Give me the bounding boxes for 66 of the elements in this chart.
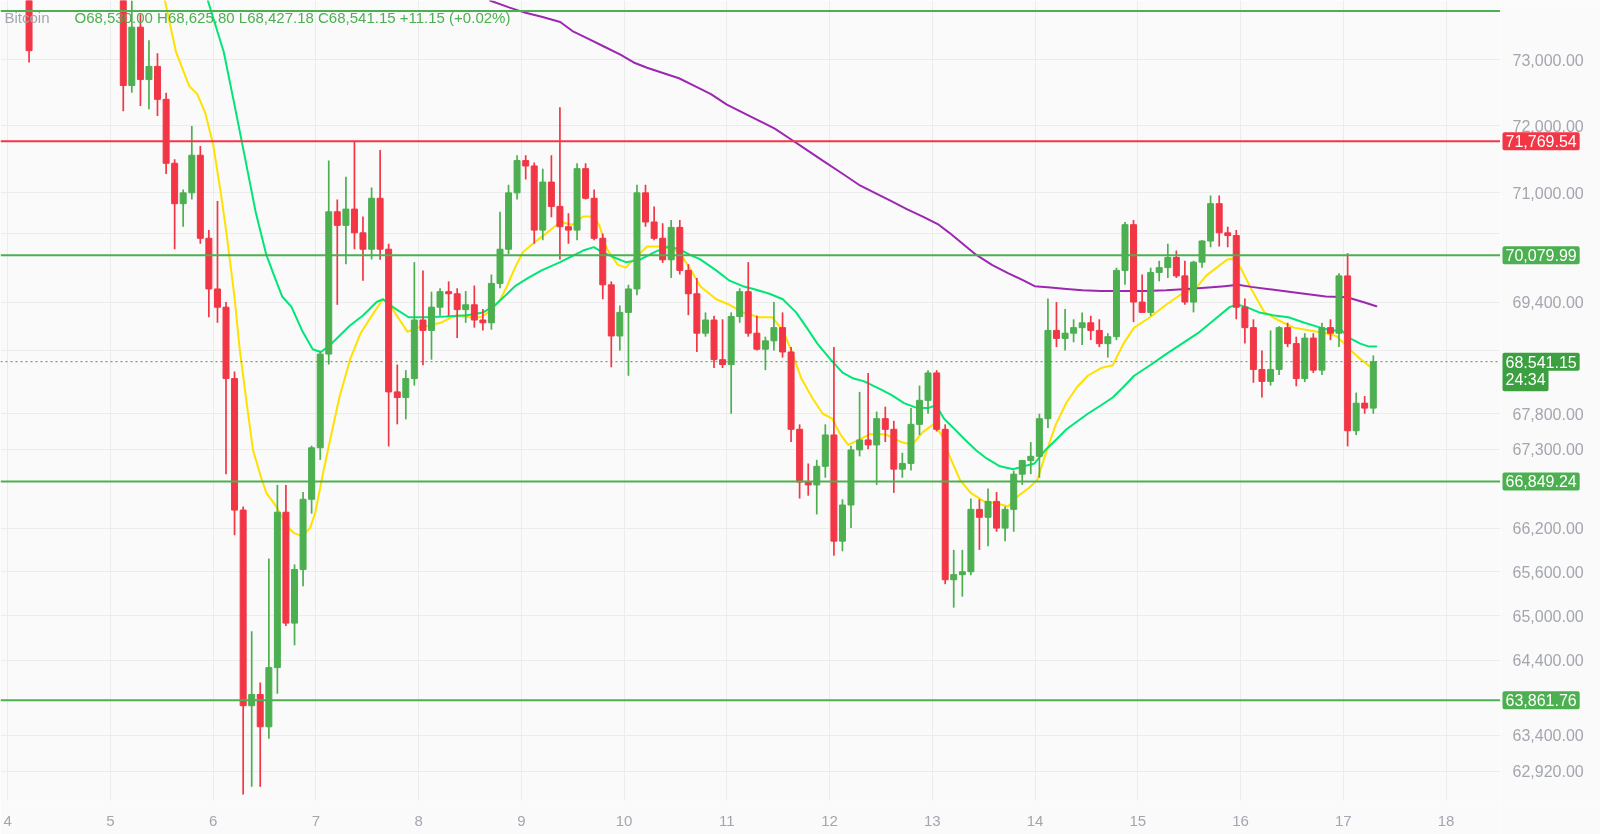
x-tick-label: 9 [517, 811, 526, 829]
candlestick [179, 188, 187, 228]
x-tick-label: 12 [821, 811, 838, 829]
y-tick-label: 63,400.00 [1512, 727, 1584, 745]
candlestick [1095, 318, 1103, 348]
x-tick-label: 5 [106, 811, 115, 829]
candlestick [1267, 329, 1275, 387]
candlestick [1326, 318, 1334, 341]
ref-line-label: 63,861.76 [1505, 692, 1577, 710]
x-tick-label: 4 [3, 811, 12, 829]
candlestick [1284, 321, 1292, 348]
candlestick [1087, 315, 1095, 341]
x-tick-label: 13 [924, 811, 941, 829]
x-tick-label: 10 [615, 811, 633, 829]
y-tick-label: 62,920.00 [1512, 763, 1584, 781]
candlestick [1138, 273, 1146, 314]
y-tick-label: 67,300.00 [1512, 441, 1584, 459]
candlestick [393, 363, 401, 426]
x-tick-label: 7 [311, 811, 321, 829]
ref-line-label: 70,079.99 [1505, 247, 1577, 265]
candlestick [145, 39, 153, 111]
x-tick-label: 17 [1334, 811, 1352, 829]
text: 24:34 [1505, 371, 1546, 389]
y-tick-label: 72,000.00 [1512, 117, 1584, 135]
y-tick-label: 66,200.00 [1512, 520, 1584, 538]
candlestick [1078, 311, 1086, 346]
ref-line-label: 68,541.15 [1505, 353, 1577, 371]
ref-line-label: 71,769.54 [1505, 133, 1577, 151]
x-tick-label: 15 [1129, 811, 1147, 829]
candlestick [522, 154, 530, 181]
candlestick [856, 391, 864, 458]
candlestick [975, 498, 983, 551]
candlestick [462, 290, 470, 324]
candlestick [470, 284, 478, 329]
x-tick-label: 11 [719, 811, 735, 829]
candlestick [1104, 332, 1112, 359]
candlestick [950, 549, 958, 609]
candlestick [1052, 301, 1060, 348]
candlestick [428, 290, 435, 361]
candlestick [333, 198, 341, 306]
candlestick [419, 269, 427, 367]
candlestick [479, 308, 487, 332]
ref-line-label: 66,849.24 [1505, 473, 1577, 491]
y-tick-label: 69,400.00 [1512, 294, 1584, 312]
x-tick-label: 14 [1026, 811, 1044, 829]
x-tick-label: 16 [1232, 811, 1249, 829]
x-tick-label: 6 [209, 811, 218, 829]
candlestick [436, 287, 444, 317]
x-tick-label: 18 [1437, 811, 1455, 829]
candlestick [402, 369, 410, 421]
candlestick [804, 462, 812, 497]
x-tick-label: 8 [414, 811, 423, 829]
candlestick [453, 287, 461, 339]
candlestick [616, 304, 624, 352]
y-tick-label: 67,800.00 [1512, 405, 1584, 423]
candlestick [864, 372, 872, 451]
y-tick-label: 73,000.00 [1512, 51, 1584, 69]
y-tick-label: 65,000.00 [1512, 607, 1584, 625]
candlestick [359, 215, 367, 282]
y-tick-label: 65,600.00 [1512, 563, 1584, 581]
y-tick-label: 64,400.00 [1512, 652, 1584, 670]
candlestick [702, 311, 709, 338]
candlestick [445, 280, 453, 317]
candlestick [1172, 249, 1180, 279]
candlestick [984, 487, 992, 548]
y-tick-label: 71,000.00 [1512, 184, 1584, 202]
